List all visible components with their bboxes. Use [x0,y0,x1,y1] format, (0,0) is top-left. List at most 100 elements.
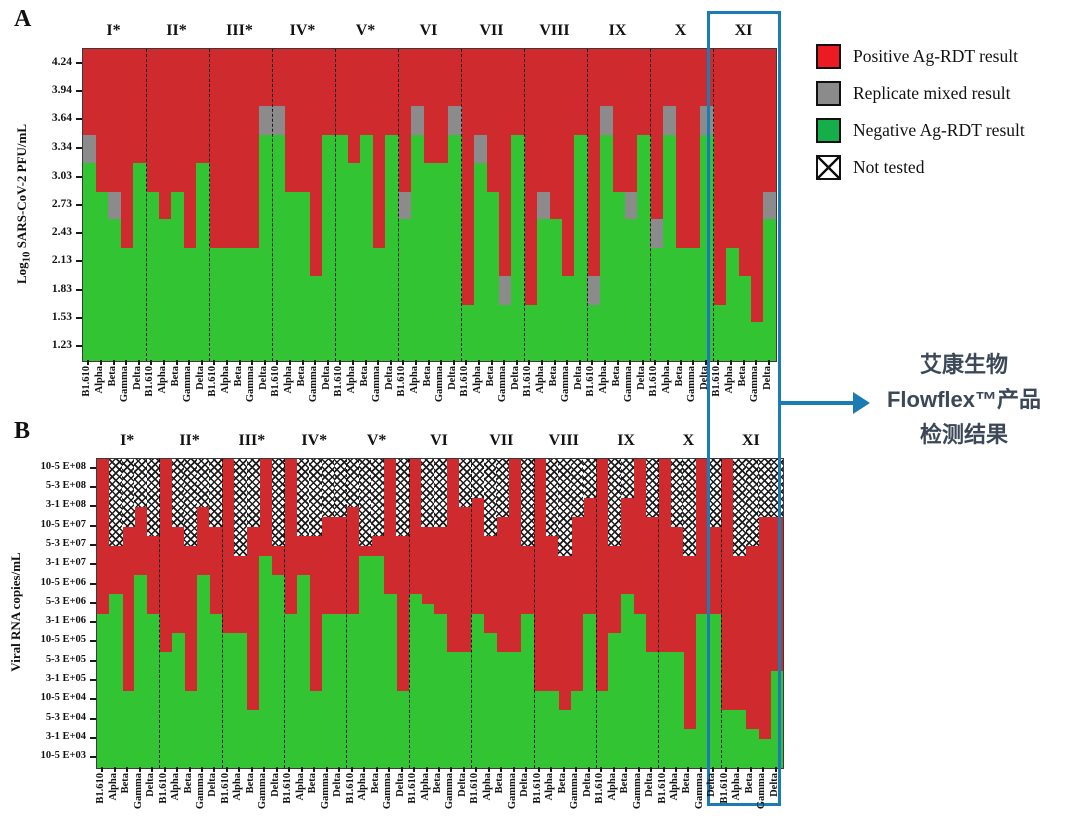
bar-panel_A-IX-Gamma-mixed [624,191,638,220]
x-tick-label-Alpha: Alpha [345,366,357,394]
y-tickmark [90,756,96,759]
x-tick-label-Gamma: Gamma [497,366,509,403]
legend-label: Negative Ag-RDT result [853,120,1025,140]
bar-panel_A-II*-Beta-negative [171,191,185,361]
bar-panel_B-I*-Beta-negative [121,690,135,768]
x-tick-label-Delta: Delta [257,366,269,390]
x-tick-label-Delta: Delta [706,773,718,797]
bar-panel_B-VI-Gamma-negative [446,652,460,768]
bar-panel_A-X-Alpha-mixed [662,106,676,135]
x-tickmark [477,360,480,365]
bar-panel_B-VI-Beta-negative [433,613,447,768]
x-tickmark [99,360,102,365]
x-tickmark [364,360,367,365]
x-tick-label-Beta: Beta [556,773,568,794]
bar-panel_B-I*-Alpha-negative [109,594,123,768]
x-tick-label-B1.610: B1.610 [594,773,606,804]
x-tickmark [388,767,391,772]
bar-panel_A-I*-B1.610-negative [83,162,97,361]
x-tick-label-Gamma: Gamma [434,366,446,403]
bar-panel_A-I*-Beta-mixed [108,191,122,220]
x-tickmark [300,767,303,772]
x-tick-label-Beta: Beta [358,366,370,387]
bar-panel_B-IX-B1.610-negative [595,690,609,768]
x-tick-label-Gamma: Gamma [686,366,698,403]
x-tickmark [650,767,653,772]
x-tickmark [238,767,241,772]
bar-panel_B-V*-Delta-negative [396,690,410,768]
x-tickmark [112,360,115,365]
x-tickmark [313,767,316,772]
group-label-panel_A-I*: I* [106,22,121,39]
x-tick-label-Delta: Delta [768,773,780,797]
bar-panel_B-IV*-Delta-not-tested [333,459,348,517]
x-tick-label-Gamma: Gamma [119,366,131,403]
negative-swatch-icon [816,118,841,143]
x-tickmark [528,360,531,365]
bar-panel_B-X-Alpha-not-tested [670,459,684,527]
bar-panel_B-XI-Gamma-negative [758,739,772,768]
x-tickmark [587,767,590,772]
x-tick-label-Gamma: Gamma [693,773,705,810]
bar-panel_A-IX-B1.610-negative [587,304,601,361]
y-tick-label: 3-1 E+04 [45,731,86,743]
y-tickmark [90,737,96,740]
group-separator [159,459,161,768]
group-separator [461,49,462,361]
y-tick-label: 3.34 [51,140,72,153]
x-tickmark [375,767,378,772]
x-tickmark [400,767,403,772]
group-label-panel_A-V*: V* [355,22,376,39]
x-tick-label-Gamma: Gamma [569,773,581,810]
y-tickmark [90,679,96,682]
group-label-panel_B-IV*: IV* [301,432,328,449]
bar-panel_B-IX-Alpha-not-tested [608,459,622,546]
x-tick-label-Beta: Beta [743,773,755,794]
y-tick-label: 3-1 E+07 [45,557,86,569]
x-tickmark [414,360,417,365]
x-tick-label-Delta: Delta [131,366,143,390]
x-tick-label-Beta: Beta [673,366,685,387]
x-tickmark [326,360,329,365]
y-tickmark [90,659,96,662]
x-tick-label-Alpha: Alpha [534,366,546,394]
bar-panel_B-X-Gamma-negative [695,613,709,768]
x-tick-label-Delta: Delta [446,366,458,390]
x-tickmark [450,767,453,772]
group-separator [650,49,651,361]
y-tickmark [90,698,96,701]
bar-panel_B-VII-Alpha-negative [483,632,497,768]
bar-panel_B-III*-Alpha-negative [234,632,248,768]
x-tick-label-Beta: Beta [484,366,496,387]
x-tickmark [113,767,116,772]
y-tick-label: 1.23 [51,338,72,351]
x-tickmark [225,767,228,772]
x-tick-label-Gamma: Gamma [132,773,144,810]
bar-panel_A-VI-Alpha-mixed [410,106,424,135]
bar-panel_B-II*-Gamma-not-tested [196,459,210,508]
x-tick-label-Delta: Delta [644,773,656,797]
x-tickmark [427,360,430,365]
y-tickmark [90,621,96,624]
group-label-panel_B-XI: XI [741,432,760,449]
bar-panel_B-II*-Alpha-negative [171,632,185,768]
y-tick-label: 4.24 [51,56,72,69]
x-tick-label-B1.610: B1.610 [207,366,219,397]
x-tick-label-Beta: Beta [494,773,506,794]
x-tickmark [201,767,204,772]
bar-panel_B-II*-Beta-not-tested [184,459,198,546]
x-tickmark [163,767,166,772]
x-tick-label-B1.610: B1.610 [522,366,534,397]
bar-panel_A-IX-Gamma-negative [624,219,638,361]
group-separator [209,49,210,361]
y-tickmark [76,146,82,149]
x-tick-label-Gamma: Gamma [756,773,768,810]
bar-panel_B-X-Delta-not-tested [708,459,722,527]
x-tick-label-Alpha: Alpha [544,773,556,801]
x-tickmark [487,767,490,772]
bar-panel_B-I*-Beta-not-tested [121,459,135,527]
annotation-line-3: 检测结果 [919,422,1008,447]
bar-panel_B-V*-Beta-negative [371,555,385,768]
x-tickmark [662,767,665,772]
group-separator [335,49,336,361]
